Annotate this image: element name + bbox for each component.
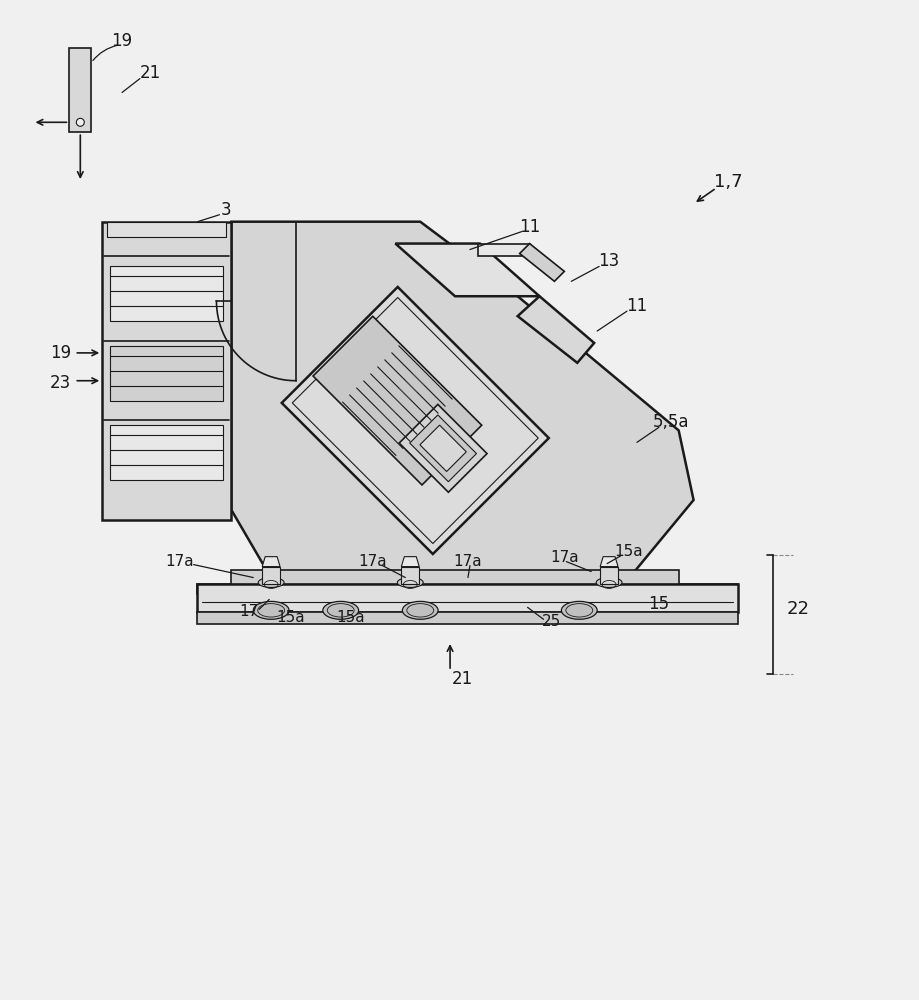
Polygon shape <box>399 404 486 492</box>
Bar <box>401 567 419 584</box>
Ellipse shape <box>596 578 621 587</box>
Bar <box>599 567 618 584</box>
Polygon shape <box>419 425 466 472</box>
Polygon shape <box>395 244 539 296</box>
Text: 15a: 15a <box>336 610 365 625</box>
Polygon shape <box>262 557 279 567</box>
Bar <box>232 570 678 584</box>
Polygon shape <box>232 222 693 614</box>
Text: 19: 19 <box>111 32 132 50</box>
Text: 25: 25 <box>541 614 561 629</box>
Ellipse shape <box>561 601 596 619</box>
Bar <box>110 266 223 321</box>
Ellipse shape <box>258 578 284 587</box>
Text: 15a: 15a <box>614 544 642 559</box>
Text: 15: 15 <box>648 595 669 613</box>
Text: 17a: 17a <box>550 550 578 565</box>
Polygon shape <box>519 244 563 281</box>
Bar <box>197 612 738 624</box>
Circle shape <box>76 118 85 126</box>
Ellipse shape <box>323 601 358 619</box>
Text: 3: 3 <box>221 201 232 219</box>
Text: 17a: 17a <box>357 554 386 569</box>
Bar <box>262 567 279 584</box>
Polygon shape <box>599 557 618 567</box>
Text: 21: 21 <box>139 64 160 82</box>
Text: 1,7: 1,7 <box>713 173 742 191</box>
Text: 11: 11 <box>626 297 647 315</box>
Text: 21: 21 <box>451 670 472 688</box>
Text: 23: 23 <box>50 374 71 392</box>
Bar <box>110 346 223 401</box>
Ellipse shape <box>402 601 437 619</box>
Text: 5,5a: 5,5a <box>652 413 688 431</box>
Text: 22: 22 <box>786 600 809 618</box>
Bar <box>197 584 738 594</box>
Bar <box>69 48 91 132</box>
Polygon shape <box>409 415 476 482</box>
Ellipse shape <box>397 578 423 587</box>
Text: 19: 19 <box>50 344 71 362</box>
Bar <box>110 425 223 480</box>
Polygon shape <box>477 244 529 256</box>
Bar <box>102 222 232 520</box>
Bar <box>197 584 738 612</box>
Text: 11: 11 <box>518 218 539 236</box>
Polygon shape <box>517 296 594 363</box>
Bar <box>107 222 226 237</box>
Text: 13: 13 <box>598 252 619 270</box>
Polygon shape <box>312 316 482 485</box>
Text: 15a: 15a <box>277 610 305 625</box>
Polygon shape <box>281 287 549 554</box>
Text: 17a: 17a <box>165 554 194 569</box>
Polygon shape <box>401 557 419 567</box>
Text: 17a: 17a <box>453 554 482 569</box>
Text: 17: 17 <box>239 604 258 619</box>
Ellipse shape <box>253 601 289 619</box>
